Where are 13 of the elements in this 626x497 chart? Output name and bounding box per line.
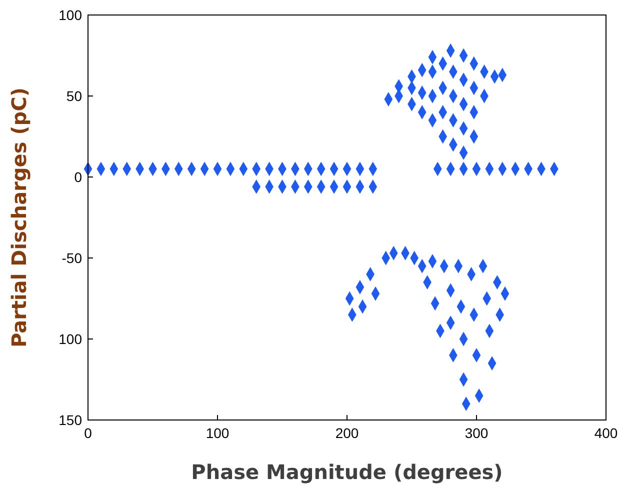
- y-tick-label: 100: [58, 330, 82, 347]
- y-tick-label: 0: [74, 168, 82, 185]
- y-tick-label: 150: [58, 412, 82, 428]
- y-tick-label: 50: [66, 88, 82, 104]
- y-tick-label: -50: [62, 250, 82, 266]
- x-axis-title: Phase Magnitude (degrees): [191, 460, 503, 484]
- y-tick-label: 100: [58, 6, 82, 23]
- x-tick-label: 0: [84, 425, 92, 441]
- x-tick-label: 100: [206, 425, 230, 441]
- x-tick-label: 400: [594, 425, 618, 441]
- x-tick-label: 200: [335, 425, 359, 441]
- x-tick-label: 300: [464, 425, 488, 441]
- y-axis-title: Partial Discharges (pC): [7, 87, 31, 348]
